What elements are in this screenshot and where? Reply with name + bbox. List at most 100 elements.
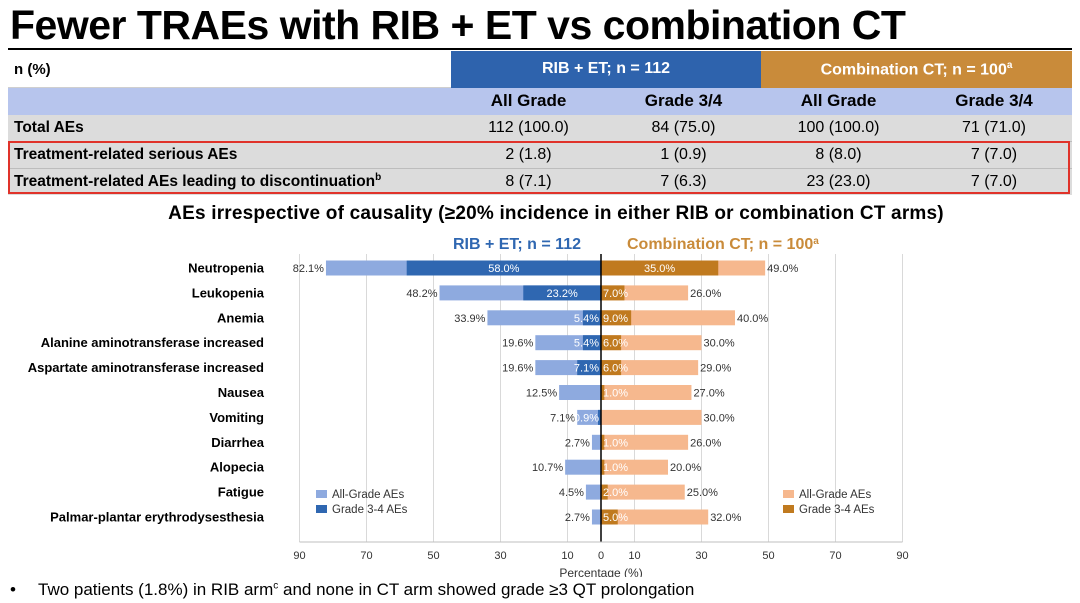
ct-g34-label: 7.0% xyxy=(603,288,628,300)
category-label: Diarrhea xyxy=(211,435,265,450)
category-label: Fatigue xyxy=(218,485,264,500)
rib-all-bar xyxy=(591,509,601,525)
ct-g34-bar xyxy=(601,310,632,326)
rib-all-label: 2.7% xyxy=(565,437,590,449)
ct-all-label: 49.0% xyxy=(767,263,798,275)
category-label: Nausea xyxy=(218,385,265,400)
rib-g34-bar xyxy=(523,285,601,301)
row-label-sup: b xyxy=(375,172,382,184)
legend-swatch-rib-all xyxy=(316,490,327,498)
footnote: • Two patients (1.8%) in RIB armc and non… xyxy=(10,580,694,600)
ct-group-header: Combination CT; n = 100a xyxy=(761,51,1072,88)
rib-g34-label: 5.4% xyxy=(574,313,599,325)
rib-all-bar xyxy=(591,434,601,450)
ct-all-label: 32.0% xyxy=(710,512,741,524)
ct-g34-bar xyxy=(601,484,608,500)
table-cell: 71 (71.0) xyxy=(916,115,1072,142)
table-cell: 8 (7.1) xyxy=(451,168,606,195)
tick-label: 50 xyxy=(762,550,774,562)
rib-g34-label: 23.2% xyxy=(547,288,578,300)
row-label: Treatment-related serious AEs xyxy=(8,141,451,169)
rib-g34-label: 58.0% xyxy=(488,263,519,275)
table-row: Treatment-related serious AEs 2 (1.8) 1 … xyxy=(8,141,1072,169)
row-label-text: Treatment-related AEs leading to discont… xyxy=(14,173,376,191)
table-cell: 7 (7.0) xyxy=(916,168,1072,195)
ct-all-bar xyxy=(601,484,685,500)
ct-g34-bar xyxy=(601,509,618,525)
bullet-dot: • xyxy=(10,580,16,599)
table-row: Total AEs 112 (100.0) 84 (75.0) 100 (100… xyxy=(8,115,1072,142)
rib-g34-bar xyxy=(406,260,601,276)
table-cell: 23 (23.0) xyxy=(761,168,916,195)
col-header: All Grade xyxy=(761,87,916,115)
category-label: Alopecia xyxy=(210,460,265,475)
ct-all-label: 29.0% xyxy=(700,363,731,375)
tick-label: 0 xyxy=(598,550,604,562)
ct-all-bar xyxy=(601,310,735,326)
tick-label: 10 xyxy=(628,550,640,562)
ct-all-bar xyxy=(601,335,702,351)
table-subheader-row: All Grade Grade 3/4 All Grade Grade 3/4 xyxy=(8,87,1072,115)
table-cell: 100 (100.0) xyxy=(761,115,916,142)
ct-g34-label: 1.0% xyxy=(603,388,628,400)
legend-label: All-Grade AEs xyxy=(799,489,871,501)
title-rule xyxy=(8,48,1072,50)
legend-swatch-ct-all xyxy=(783,490,794,498)
table-cell: 112 (100.0) xyxy=(451,115,606,142)
footnote-text-start: Two patients (1.8%) in RIB arm xyxy=(38,580,274,599)
ct-g34-label: 6.0% xyxy=(603,338,628,350)
slide-title: Fewer TRAEs with RIB + ET vs combination… xyxy=(10,2,906,48)
ct-group-text: Combination CT; n = 100 xyxy=(820,60,1007,78)
row-label: Treatment-related AEs leading to discont… xyxy=(8,168,451,195)
ct-g34-label: 1.0% xyxy=(603,437,628,449)
rib-g34-label: 7.1% xyxy=(574,363,599,375)
trae-table: n (%) RIB + ET; n = 112 Combination CT; … xyxy=(8,51,1072,195)
rib-g34-bar xyxy=(577,360,601,376)
highlight-box xyxy=(8,141,1070,194)
ct-all-bar xyxy=(601,459,668,475)
rib-g34-bar xyxy=(582,335,601,351)
ct-g34-bar xyxy=(601,434,605,450)
table-cell: 84 (75.0) xyxy=(606,115,761,142)
category-label: Neutropenia xyxy=(188,261,265,276)
rib-all-bar xyxy=(559,385,601,400)
table-cell: 1 (0.9) xyxy=(606,141,761,169)
ct-g34-label: 2.0% xyxy=(603,487,628,499)
ct-all-label: 30.0% xyxy=(704,412,735,424)
category-label: Anemia xyxy=(217,310,265,325)
rib-all-label: 48.2% xyxy=(406,288,437,300)
ct-all-label: 25.0% xyxy=(687,487,718,499)
ct-g34-bar xyxy=(601,360,622,376)
ct-g34-bar xyxy=(601,285,625,301)
tick-label: 30 xyxy=(494,550,506,562)
x-axis-title: Percentage (%) xyxy=(559,566,642,577)
legend-swatch-rib-g34 xyxy=(316,505,327,513)
table-cell: 8 (8.0) xyxy=(761,141,916,169)
rib-all-label: 19.6% xyxy=(502,338,533,350)
ct-g34-bar xyxy=(601,385,605,400)
rib-all-bar xyxy=(565,459,601,475)
ct-arm-label: Combination CT; n = 100a xyxy=(627,236,819,254)
row-label: Total AEs xyxy=(8,115,451,142)
tick-label: 90 xyxy=(896,550,908,562)
legend-swatch-ct-g34 xyxy=(783,505,794,513)
table-header-row: n (%) RIB + ET; n = 112 Combination CT; … xyxy=(8,51,1072,88)
rib-g34-label: 0.9% xyxy=(574,412,599,424)
category-label: Leukopenia xyxy=(192,285,265,300)
ct-group-sup: a xyxy=(1006,59,1013,71)
rib-all-label: 82.1% xyxy=(293,263,324,275)
ct-g34-label: 9.0% xyxy=(603,313,628,325)
subheader-empty xyxy=(8,87,451,115)
rib-all-label: 7.1% xyxy=(550,412,575,424)
rib-all-label: 4.5% xyxy=(559,487,584,499)
footnote-sup: c xyxy=(273,580,279,592)
ct-g34-bar xyxy=(601,260,719,276)
rib-all-bar xyxy=(585,484,601,500)
rib-group-header: RIB + ET; n = 112 xyxy=(451,51,761,88)
legend-label: Grade 3-4 AEs xyxy=(332,504,408,516)
table-corner: n (%) xyxy=(8,51,451,88)
tick-label: 10 xyxy=(561,550,573,562)
ct-all-bar xyxy=(601,385,692,400)
table-cell: 7 (7.0) xyxy=(916,141,1072,169)
butterfly-chart: RIB + ET; n = 112 Combination CT; n = 100… xyxy=(28,236,909,578)
